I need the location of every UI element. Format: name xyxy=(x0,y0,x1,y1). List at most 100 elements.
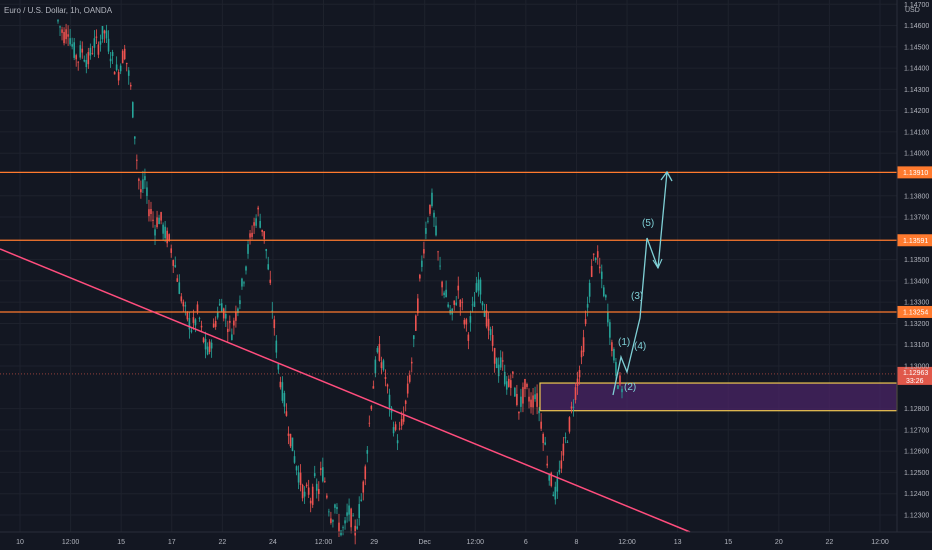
candle-body xyxy=(459,299,462,307)
candle-body xyxy=(158,217,160,225)
candle-body xyxy=(419,274,421,279)
candle-body xyxy=(210,342,213,349)
candle-body xyxy=(73,42,75,58)
candle-body xyxy=(598,266,601,269)
candle-body xyxy=(352,515,354,517)
y-tick-label: 1.13300 xyxy=(904,300,929,307)
candle-body xyxy=(382,360,385,370)
candle-body xyxy=(505,381,508,390)
candle-body xyxy=(588,282,591,297)
candle-body xyxy=(376,348,379,353)
candle-body xyxy=(489,329,492,336)
candle-body xyxy=(241,278,243,287)
candle-body xyxy=(148,209,150,217)
candle-body xyxy=(330,518,332,523)
candle-body xyxy=(247,244,249,254)
price-axis[interactable]: 1.14700 1.14600 1.14500 1.14400 1.14300 1.142… xyxy=(896,0,929,532)
candle-body xyxy=(261,229,263,232)
candle-body xyxy=(295,466,298,471)
x-tick-label: 12:00 xyxy=(467,539,485,546)
candle-body xyxy=(81,48,84,53)
candle-body xyxy=(176,278,179,282)
candle-body xyxy=(95,36,98,38)
candle-body xyxy=(134,136,136,139)
candle-body xyxy=(398,428,401,430)
candle-body xyxy=(281,382,284,401)
wave-projection: (1) (2) (3) (4) (5) xyxy=(612,170,673,396)
candle-body xyxy=(566,441,569,443)
candle-body xyxy=(285,411,288,416)
candle-body xyxy=(532,395,534,408)
candle-body xyxy=(621,388,623,393)
candle-body xyxy=(477,279,480,291)
candle-body xyxy=(75,55,77,60)
candle-body xyxy=(423,249,425,254)
y-tick-label: 1.12300 xyxy=(904,512,929,519)
y-tick-label: 1.13700 xyxy=(904,215,929,222)
key-level-label: 1.13254 xyxy=(903,309,928,316)
candle-body xyxy=(507,378,510,387)
candle-body xyxy=(154,229,156,236)
candle-body xyxy=(461,301,464,303)
candle-body xyxy=(69,38,71,45)
symbol-title: Euro / U.S. Dollar, 1h, OANDA xyxy=(4,6,113,15)
candle-body xyxy=(259,221,261,228)
candle-body xyxy=(522,387,524,404)
trendline[interactable] xyxy=(0,248,691,533)
wave-label: (5) xyxy=(642,218,654,229)
candle-body xyxy=(447,304,449,307)
candle-body xyxy=(224,314,227,319)
candle-body xyxy=(101,26,104,40)
x-tick-label: 12:00 xyxy=(618,539,636,546)
candle-body xyxy=(586,304,589,308)
candle-body xyxy=(457,285,460,291)
x-tick-label: 20 xyxy=(775,539,783,546)
time-axis[interactable]: 10 12:00 15 17 22 24 12:00 29 Dec 12:00 6 8 12:00 13 1… xyxy=(0,531,932,546)
axis-currency: USD xyxy=(905,7,920,14)
candle-body xyxy=(572,406,575,408)
wave-label: (4) xyxy=(634,341,646,352)
key-level-label: 1.13910 xyxy=(903,170,928,177)
candle-body xyxy=(265,249,268,252)
y-tick-label: 1.14700 xyxy=(904,2,929,9)
candle-body xyxy=(388,394,391,408)
candle-body xyxy=(140,189,142,193)
candle-body xyxy=(115,64,118,71)
y-tick-label: 1.13200 xyxy=(904,321,929,328)
candle-body xyxy=(582,337,585,353)
candle-body xyxy=(453,300,456,305)
candle-body xyxy=(299,472,302,485)
candle-body xyxy=(113,71,116,75)
candle-body xyxy=(594,258,597,261)
candle-body xyxy=(524,379,526,389)
candle-body xyxy=(493,348,496,364)
candle-body xyxy=(463,320,466,325)
candle-body xyxy=(326,495,328,498)
candle-body xyxy=(142,179,144,190)
candle-body xyxy=(97,44,100,55)
candle-body xyxy=(93,38,96,48)
candle-body xyxy=(526,383,528,387)
x-tick-label: 12:00 xyxy=(62,539,80,546)
candle-body xyxy=(313,473,316,477)
candle-body xyxy=(568,417,571,432)
candle-body xyxy=(103,30,106,34)
candle-body xyxy=(186,311,189,320)
y-tick-label: 1.13000 xyxy=(904,364,929,371)
x-tick-label: 12:00 xyxy=(315,539,333,546)
candle-body xyxy=(410,361,413,364)
candle-body xyxy=(170,248,173,253)
candle-body xyxy=(166,230,168,244)
candle-body xyxy=(125,62,128,65)
candle-body xyxy=(239,300,241,305)
candle-body xyxy=(311,486,314,505)
candle-body xyxy=(346,512,348,516)
candle-body xyxy=(350,508,352,528)
candle-body xyxy=(65,29,67,40)
demand-zone-rect xyxy=(539,382,898,412)
candle-body xyxy=(214,321,217,327)
candle-body xyxy=(534,394,536,400)
candle-body xyxy=(144,176,146,181)
